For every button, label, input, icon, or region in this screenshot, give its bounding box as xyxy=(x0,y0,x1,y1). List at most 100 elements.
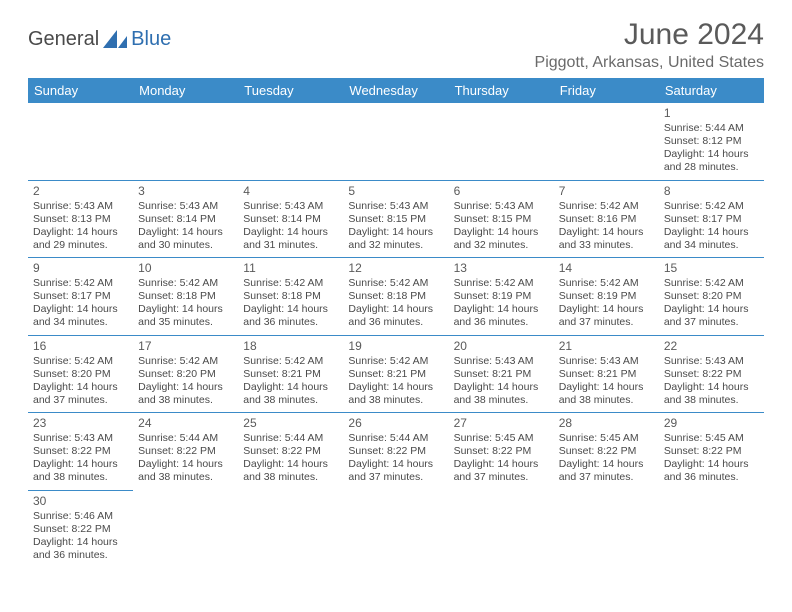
sunrise-line: Sunrise: 5:43 AM xyxy=(559,355,654,368)
sunset-line: Sunset: 8:19 PM xyxy=(559,290,654,303)
day-number: 23 xyxy=(33,416,128,431)
sunrise-line: Sunrise: 5:43 AM xyxy=(348,200,443,213)
day-number: 14 xyxy=(559,261,654,276)
day-header: Sunday xyxy=(28,78,133,103)
sunset-line: Sunset: 8:21 PM xyxy=(348,368,443,381)
header-row: General Blue June 2024 Piggott, Arkansas… xyxy=(28,18,764,72)
sunset-line: Sunset: 8:14 PM xyxy=(243,213,338,226)
day-number: 8 xyxy=(664,184,759,199)
daylight-line: Daylight: 14 hours and 38 minutes. xyxy=(243,381,338,407)
calendar-cell xyxy=(554,103,659,180)
location-text: Piggott, Arkansas, United States xyxy=(535,54,764,72)
day-number: 3 xyxy=(138,184,233,199)
sunset-line: Sunset: 8:13 PM xyxy=(33,213,128,226)
sunset-line: Sunset: 8:22 PM xyxy=(348,445,443,458)
daylight-line: Daylight: 14 hours and 38 minutes. xyxy=(138,458,233,484)
calendar-cell: 6Sunrise: 5:43 AMSunset: 8:15 PMDaylight… xyxy=(449,180,554,258)
daylight-line: Daylight: 14 hours and 34 minutes. xyxy=(664,226,759,252)
sunrise-line: Sunrise: 5:43 AM xyxy=(138,200,233,213)
calendar-cell: 14Sunrise: 5:42 AMSunset: 8:19 PMDayligh… xyxy=(554,258,659,336)
calendar-week: 23Sunrise: 5:43 AMSunset: 8:22 PMDayligh… xyxy=(28,413,764,491)
logo-text-blue: Blue xyxy=(131,28,171,51)
sunset-line: Sunset: 8:14 PM xyxy=(138,213,233,226)
daylight-line: Daylight: 14 hours and 36 minutes. xyxy=(33,536,128,562)
sunrise-line: Sunrise: 5:42 AM xyxy=(33,277,128,290)
daylight-line: Daylight: 14 hours and 37 minutes. xyxy=(559,303,654,329)
sunset-line: Sunset: 8:22 PM xyxy=(664,445,759,458)
calendar-cell xyxy=(343,490,448,567)
day-number: 1 xyxy=(664,106,759,121)
title-block: June 2024 Piggott, Arkansas, United Stat… xyxy=(535,18,764,72)
calendar-week: 30Sunrise: 5:46 AMSunset: 8:22 PMDayligh… xyxy=(28,490,764,567)
month-title: June 2024 xyxy=(535,18,764,52)
sunrise-line: Sunrise: 5:45 AM xyxy=(664,432,759,445)
sunrise-line: Sunrise: 5:42 AM xyxy=(664,200,759,213)
sunset-line: Sunset: 8:21 PM xyxy=(559,368,654,381)
sunrise-line: Sunrise: 5:42 AM xyxy=(664,277,759,290)
calendar-week: 1Sunrise: 5:44 AMSunset: 8:12 PMDaylight… xyxy=(28,103,764,180)
calendar-week: 2Sunrise: 5:43 AMSunset: 8:13 PMDaylight… xyxy=(28,180,764,258)
sunset-line: Sunset: 8:18 PM xyxy=(243,290,338,303)
day-number: 30 xyxy=(33,494,128,509)
daylight-line: Daylight: 14 hours and 36 minutes. xyxy=(454,303,549,329)
day-number: 20 xyxy=(454,339,549,354)
calendar-cell: 4Sunrise: 5:43 AMSunset: 8:14 PMDaylight… xyxy=(238,180,343,258)
calendar-cell xyxy=(343,103,448,180)
day-number: 26 xyxy=(348,416,443,431)
day-number: 25 xyxy=(243,416,338,431)
sunset-line: Sunset: 8:18 PM xyxy=(138,290,233,303)
logo-text-general: General xyxy=(28,28,99,51)
calendar-cell: 21Sunrise: 5:43 AMSunset: 8:21 PMDayligh… xyxy=(554,335,659,413)
sunset-line: Sunset: 8:22 PM xyxy=(138,445,233,458)
calendar-cell: 9Sunrise: 5:42 AMSunset: 8:17 PMDaylight… xyxy=(28,258,133,336)
day-number: 19 xyxy=(348,339,443,354)
sunrise-line: Sunrise: 5:42 AM xyxy=(138,277,233,290)
day-number: 7 xyxy=(559,184,654,199)
daylight-line: Daylight: 14 hours and 38 minutes. xyxy=(664,381,759,407)
calendar-cell: 1Sunrise: 5:44 AMSunset: 8:12 PMDaylight… xyxy=(659,103,764,180)
day-number: 6 xyxy=(454,184,549,199)
calendar-cell: 20Sunrise: 5:43 AMSunset: 8:21 PMDayligh… xyxy=(449,335,554,413)
sunset-line: Sunset: 8:21 PM xyxy=(243,368,338,381)
daylight-line: Daylight: 14 hours and 37 minutes. xyxy=(559,458,654,484)
calendar-cell: 7Sunrise: 5:42 AMSunset: 8:16 PMDaylight… xyxy=(554,180,659,258)
calendar-cell: 27Sunrise: 5:45 AMSunset: 8:22 PMDayligh… xyxy=(449,413,554,491)
calendar-cell xyxy=(238,103,343,180)
sunrise-line: Sunrise: 5:42 AM xyxy=(243,355,338,368)
day-header: Thursday xyxy=(449,78,554,103)
sunrise-line: Sunrise: 5:42 AM xyxy=(454,277,549,290)
daylight-line: Daylight: 14 hours and 37 minutes. xyxy=(33,381,128,407)
sunset-line: Sunset: 8:22 PM xyxy=(664,368,759,381)
calendar-cell xyxy=(133,490,238,567)
daylight-line: Daylight: 14 hours and 35 minutes. xyxy=(138,303,233,329)
daylight-line: Daylight: 14 hours and 33 minutes. xyxy=(559,226,654,252)
sunset-line: Sunset: 8:20 PM xyxy=(664,290,759,303)
sunset-line: Sunset: 8:12 PM xyxy=(664,135,759,148)
daylight-line: Daylight: 14 hours and 36 minutes. xyxy=(243,303,338,329)
calendar-cell xyxy=(449,103,554,180)
sunrise-line: Sunrise: 5:44 AM xyxy=(243,432,338,445)
day-header: Saturday xyxy=(659,78,764,103)
sunset-line: Sunset: 8:15 PM xyxy=(454,213,549,226)
calendar-cell: 19Sunrise: 5:42 AMSunset: 8:21 PMDayligh… xyxy=(343,335,448,413)
day-number: 13 xyxy=(454,261,549,276)
day-number: 11 xyxy=(243,261,338,276)
calendar-cell: 29Sunrise: 5:45 AMSunset: 8:22 PMDayligh… xyxy=(659,413,764,491)
sunset-line: Sunset: 8:17 PM xyxy=(664,213,759,226)
sunset-line: Sunset: 8:19 PM xyxy=(454,290,549,303)
daylight-line: Daylight: 14 hours and 34 minutes. xyxy=(33,303,128,329)
daylight-line: Daylight: 14 hours and 38 minutes. xyxy=(243,458,338,484)
sunrise-line: Sunrise: 5:42 AM xyxy=(559,277,654,290)
sunrise-line: Sunrise: 5:42 AM xyxy=(243,277,338,290)
sunrise-line: Sunrise: 5:42 AM xyxy=(559,200,654,213)
calendar-cell: 2Sunrise: 5:43 AMSunset: 8:13 PMDaylight… xyxy=(28,180,133,258)
daylight-line: Daylight: 14 hours and 28 minutes. xyxy=(664,148,759,174)
day-number: 10 xyxy=(138,261,233,276)
sunset-line: Sunset: 8:18 PM xyxy=(348,290,443,303)
sunrise-line: Sunrise: 5:43 AM xyxy=(33,432,128,445)
sunrise-line: Sunrise: 5:43 AM xyxy=(454,355,549,368)
day-header: Tuesday xyxy=(238,78,343,103)
day-header: Monday xyxy=(133,78,238,103)
daylight-line: Daylight: 14 hours and 29 minutes. xyxy=(33,226,128,252)
daylight-line: Daylight: 14 hours and 38 minutes. xyxy=(348,381,443,407)
